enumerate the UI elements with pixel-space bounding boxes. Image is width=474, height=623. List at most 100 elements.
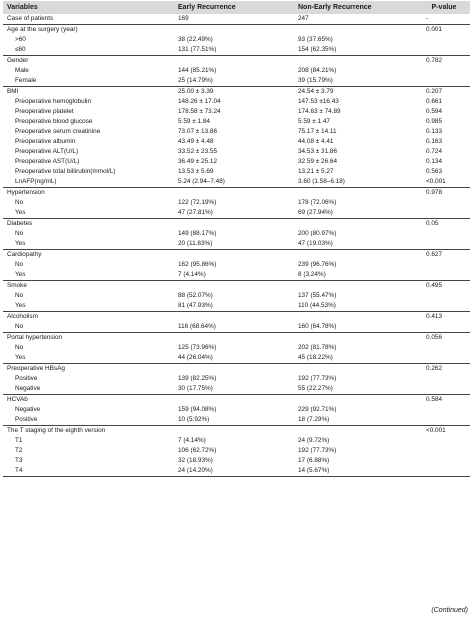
cell-early — [178, 394, 298, 405]
cell-early: 13.53 ± 5.69 — [178, 168, 214, 175]
cell-variable: Case of patients — [7, 15, 54, 22]
table-row: Yes 81 (47.93%) 110 (44.53%) — [3, 301, 470, 312]
cell-non-early: 229 (92.71%) — [298, 406, 337, 413]
cell-variable: Preoperative HBsAg — [3, 363, 178, 374]
cell-non-early: 110 (44.53%) — [298, 302, 336, 309]
cell-early — [178, 249, 298, 260]
cell-early: 30 (17.75%) — [178, 385, 213, 392]
cell-early: 148.26 ± 17.04 — [178, 98, 221, 105]
cell-non-early: 200 (80.97%) — [298, 230, 337, 237]
cell-variable: Preoperative blood glucose — [15, 118, 93, 125]
cell-early — [178, 218, 298, 229]
cell-variable: HCVAb — [3, 394, 178, 405]
cell-early: 25.00 ± 3.39 — [178, 86, 298, 97]
cell-p-value: 0.134 — [426, 158, 442, 165]
cell-p-value: 0.413 — [418, 311, 470, 322]
cell-non-early — [298, 311, 418, 322]
cell-variable: No — [15, 344, 24, 351]
cell-p-value: 0.163 — [426, 138, 442, 145]
cell-variable: Preoperative serum creatinine — [15, 128, 101, 135]
cell-variable: Preoperative albumin — [15, 138, 76, 145]
cell-variable: Portal hypertension — [3, 332, 178, 343]
cell-p-value — [418, 415, 470, 426]
cell-p-value: 0.05 — [418, 218, 470, 229]
cell-early — [178, 55, 298, 66]
cell-p-value — [418, 260, 470, 270]
table-row: ≤60 131 (77.51%) 154 (62.35%) — [3, 45, 470, 56]
recurrence-table: Variables Early Recurrence Non-Early Rec… — [3, 1, 470, 477]
cell-early: 20 (11.83%) — [178, 240, 213, 247]
table-row: Negative 30 (17.75%) 55 (22.27%) — [3, 384, 470, 395]
cell-p-value — [418, 301, 470, 312]
table-row: Positive 10 (5.92%) 18 (7.29%) — [3, 415, 470, 426]
cell-non-early: 239 (96.76%) — [298, 261, 337, 268]
cell-p-value — [418, 76, 470, 87]
cell-non-early — [298, 280, 418, 291]
cell-non-early: 154 (62.35%) — [298, 46, 337, 53]
cell-non-early: 34.53 ± 31.86 — [298, 148, 338, 155]
cell-variable: Negative — [15, 385, 41, 392]
cell-early: 10 (5.92%) — [178, 416, 210, 423]
cell-variable: Preoperative ALT(U/L) — [15, 148, 79, 155]
cell-p-value — [418, 466, 470, 477]
cell-p-value — [418, 239, 470, 250]
cell-early: 125 (73.96%) — [178, 344, 217, 351]
cell-p-value — [418, 384, 470, 395]
cell-p-value: 0.262 — [418, 363, 470, 374]
cell-p-value: 0.056 — [418, 332, 470, 343]
cell-variable: No — [15, 199, 24, 206]
cell-p-value: 0.661 — [426, 98, 442, 105]
cell-variable: The T staging of the eighth version — [3, 425, 178, 436]
table-row: No 162 (95.86%) 239 (96.76%) — [3, 260, 470, 270]
cell-non-early — [298, 24, 418, 35]
cell-early: 116 (68.64%) — [178, 323, 216, 330]
cell-variable: Preoperative hemoglobulin — [15, 98, 92, 105]
cell-p-value — [418, 456, 470, 466]
table-row: Case of patients 169 247 - — [3, 14, 470, 25]
cell-non-early: 17 (6.88%) — [298, 457, 330, 464]
cell-non-early — [298, 187, 418, 198]
cell-early — [178, 280, 298, 291]
table-row: Preoperative ALT(U/L) 33.52 ± 23.55 34.53 … — [3, 147, 470, 157]
cell-variable: Preoperative total billirubin(mmol/L) — [15, 168, 116, 175]
cell-p-value — [418, 436, 470, 446]
cell-early: 106 (62.72%) — [178, 447, 217, 454]
table-row: T3 32 (18.93%) 17 (6.88%) — [3, 456, 470, 466]
table-row: T2 106 (62.72%) 192 (77.73%) — [3, 446, 470, 456]
cell-variable: Yes — [15, 302, 26, 309]
cell-p-value — [418, 208, 470, 219]
cell-non-early: 202 (81.78%) — [298, 344, 337, 351]
cell-variable: Negative — [15, 406, 41, 413]
cell-variable: Cardiopathy — [3, 249, 178, 260]
cell-non-early — [298, 332, 418, 343]
cell-non-early: 192 (77.73%) — [298, 447, 337, 454]
cell-early: 5.24 (2.94–7.48) — [178, 178, 225, 185]
cell-early: 47 (27.81%) — [178, 209, 213, 216]
table-row: HCVAb 0.584 — [3, 394, 470, 405]
cell-non-early: 247 — [298, 15, 309, 22]
cell-variable: Age at the surgery (year) — [3, 24, 178, 35]
cell-early: 5.59 ± 1.84 — [178, 118, 210, 125]
cell-non-early: 47 (19.03%) — [298, 240, 333, 247]
cell-p-value — [418, 322, 470, 333]
table-row: Preoperative serum creatinine 73.07 ± 13.… — [3, 127, 470, 137]
cell-early — [178, 425, 298, 436]
cell-early: 144 (85.21%) — [178, 67, 217, 74]
cell-non-early: 208 (84.21%) — [298, 67, 337, 74]
table-row: No 122 (72.19%) 178 (72.06%) — [3, 198, 470, 208]
cell-early: 43.49 ± 4.48 — [178, 138, 214, 145]
cell-variable: No — [15, 261, 24, 268]
cell-p-value: <0.001 — [418, 425, 470, 436]
cell-early: 33.52 ± 23.55 — [178, 148, 218, 155]
cell-non-early: 147.53 ±16.43 — [298, 98, 339, 105]
cell-p-value: <0.001 — [426, 178, 446, 185]
cell-variable: LnAFP(ng/mL) — [15, 178, 57, 185]
cell-variable: BMI — [3, 86, 178, 97]
cell-non-early: 8 (3.24%) — [298, 271, 326, 278]
cell-variable: T3 — [15, 457, 23, 464]
cell-variable: Yes — [15, 271, 26, 278]
table-row: BMI 25.00 ± 3.39 24.54 ± 3.79 0.207 — [3, 86, 470, 97]
cell-variable: Diabetes — [3, 218, 178, 229]
continued-note: (Continued) — [431, 607, 468, 614]
table-row: Hypertension 0.978 — [3, 187, 470, 198]
